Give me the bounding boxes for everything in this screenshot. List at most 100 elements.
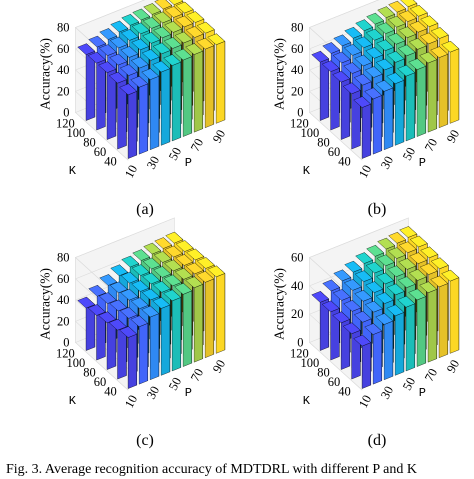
- p-axis-label: P: [185, 386, 192, 400]
- bar-top: [408, 269, 427, 281]
- bar-top: [87, 51, 106, 64]
- bar: [441, 269, 460, 354]
- bar-top: [397, 64, 416, 77]
- p-tick-label: 70: [422, 366, 440, 384]
- bar-top: [419, 281, 438, 294]
- p-tick-label: 70: [422, 136, 440, 154]
- bar: [119, 326, 138, 389]
- bar: [108, 318, 127, 380]
- bar-top: [353, 334, 372, 347]
- bar-top: [399, 226, 418, 238]
- bar-front: [438, 283, 448, 359]
- bar-top: [409, 252, 428, 264]
- bar-top: [153, 11, 172, 24]
- bar: [353, 96, 372, 159]
- bar-top: [375, 58, 394, 71]
- bar-front: [171, 61, 181, 142]
- z-axis-label: Accuracy(%): [38, 268, 53, 340]
- bar-front: [127, 333, 137, 389]
- bar-front: [204, 278, 214, 359]
- bar-top: [376, 254, 395, 267]
- bar-top: [376, 272, 395, 285]
- p-tick-label: 10: [356, 393, 374, 411]
- bar-top: [143, 242, 162, 255]
- bar-top: [376, 22, 395, 34]
- bar-top: [386, 283, 405, 296]
- bar: [375, 313, 394, 381]
- z-tick-label: 20: [57, 84, 70, 98]
- bar: [196, 270, 215, 359]
- k-axis-label: K: [69, 164, 77, 178]
- bar-top: [355, 252, 374, 264]
- p-tick-label: 90: [210, 357, 228, 375]
- p-tick-label: 70: [188, 136, 206, 154]
- z-axis-label: Accuracy(%): [272, 38, 287, 110]
- p-tick-label: 10: [122, 393, 140, 411]
- z-tick-label: 0: [297, 106, 303, 120]
- bar-top: [430, 275, 449, 288]
- bar-top: [98, 311, 117, 324]
- bar-top: [409, 235, 428, 248]
- bar-top: [375, 80, 394, 92]
- bar-top: [153, 266, 172, 278]
- bar-top: [353, 96, 372, 108]
- bar-top: [87, 304, 106, 316]
- bar-front: [182, 290, 192, 367]
- bar-top: [343, 279, 362, 291]
- bar-front: [405, 72, 415, 142]
- bar-top: [332, 289, 351, 301]
- bar-front: [427, 289, 437, 363]
- p-tick-label: 50: [400, 145, 418, 163]
- bar-top: [165, 231, 184, 244]
- bar-top: [110, 264, 129, 277]
- bar: [163, 289, 182, 372]
- bar-top: [121, 14, 140, 26]
- bar-top: [132, 8, 151, 21]
- bar-top: [109, 281, 128, 294]
- bar-top: [408, 288, 427, 301]
- bar: [163, 54, 182, 142]
- bar-top: [344, 260, 363, 273]
- bar-front: [160, 304, 171, 376]
- bar-top: [375, 292, 394, 304]
- bar-top: [152, 60, 171, 73]
- bar-top: [119, 326, 138, 338]
- bar-top: [163, 37, 182, 49]
- bar-front: [372, 95, 382, 155]
- k-tick-label: 100: [301, 356, 320, 370]
- bar: [386, 304, 405, 376]
- bar-top: [131, 264, 150, 276]
- bar: [130, 75, 149, 155]
- bar-front: [361, 342, 371, 389]
- bar-top: [175, 254, 194, 266]
- bar-top: [408, 38, 427, 50]
- p-tick-label: 90: [444, 127, 462, 145]
- p-tick-label: 90: [210, 127, 228, 145]
- panel-label: (b): [368, 201, 387, 218]
- bar: [130, 315, 149, 385]
- bar: [386, 72, 405, 146]
- z-tick-label: 0: [297, 336, 303, 350]
- bar-top: [142, 257, 161, 270]
- bar-top: [186, 11, 205, 23]
- bar-top: [388, 231, 407, 244]
- bar-top: [174, 268, 193, 280]
- bar-top: [398, 258, 417, 270]
- bar: [119, 83, 138, 159]
- bar: [185, 276, 204, 363]
- bar-top: [131, 280, 150, 292]
- k-tick-label: 60: [328, 375, 341, 389]
- bar-top: [164, 259, 183, 272]
- bar-top: [174, 282, 193, 295]
- bar-top: [365, 47, 384, 59]
- bar-top: [196, 271, 215, 283]
- bar-top: [186, 248, 205, 261]
- bar-top: [430, 27, 449, 39]
- z-tick-label: 60: [291, 251, 304, 265]
- bar-top: [322, 279, 341, 292]
- bar: [419, 51, 438, 133]
- bar-top: [175, 1, 194, 14]
- bar: [87, 51, 106, 131]
- bar-front: [449, 48, 460, 124]
